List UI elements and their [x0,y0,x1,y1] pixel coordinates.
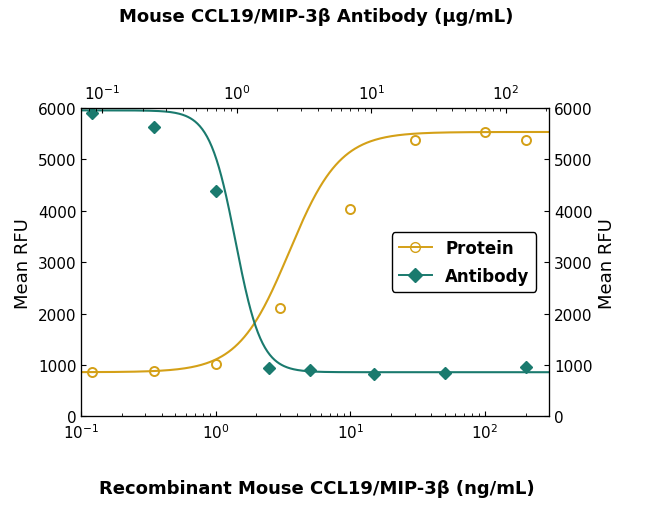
Text: Recombinant Mouse CCL19/MIP-3β (ng/mL): Recombinant Mouse CCL19/MIP-3β (ng/mL) [99,479,534,497]
Text: Mouse CCL19/MIP-3β Antibody (μg/mL): Mouse CCL19/MIP-3β Antibody (μg/mL) [120,8,514,26]
Y-axis label: Mean RFU: Mean RFU [14,217,32,308]
Legend: Protein, Antibody: Protein, Antibody [392,233,536,292]
Y-axis label: Mean RFU: Mean RFU [598,217,616,308]
